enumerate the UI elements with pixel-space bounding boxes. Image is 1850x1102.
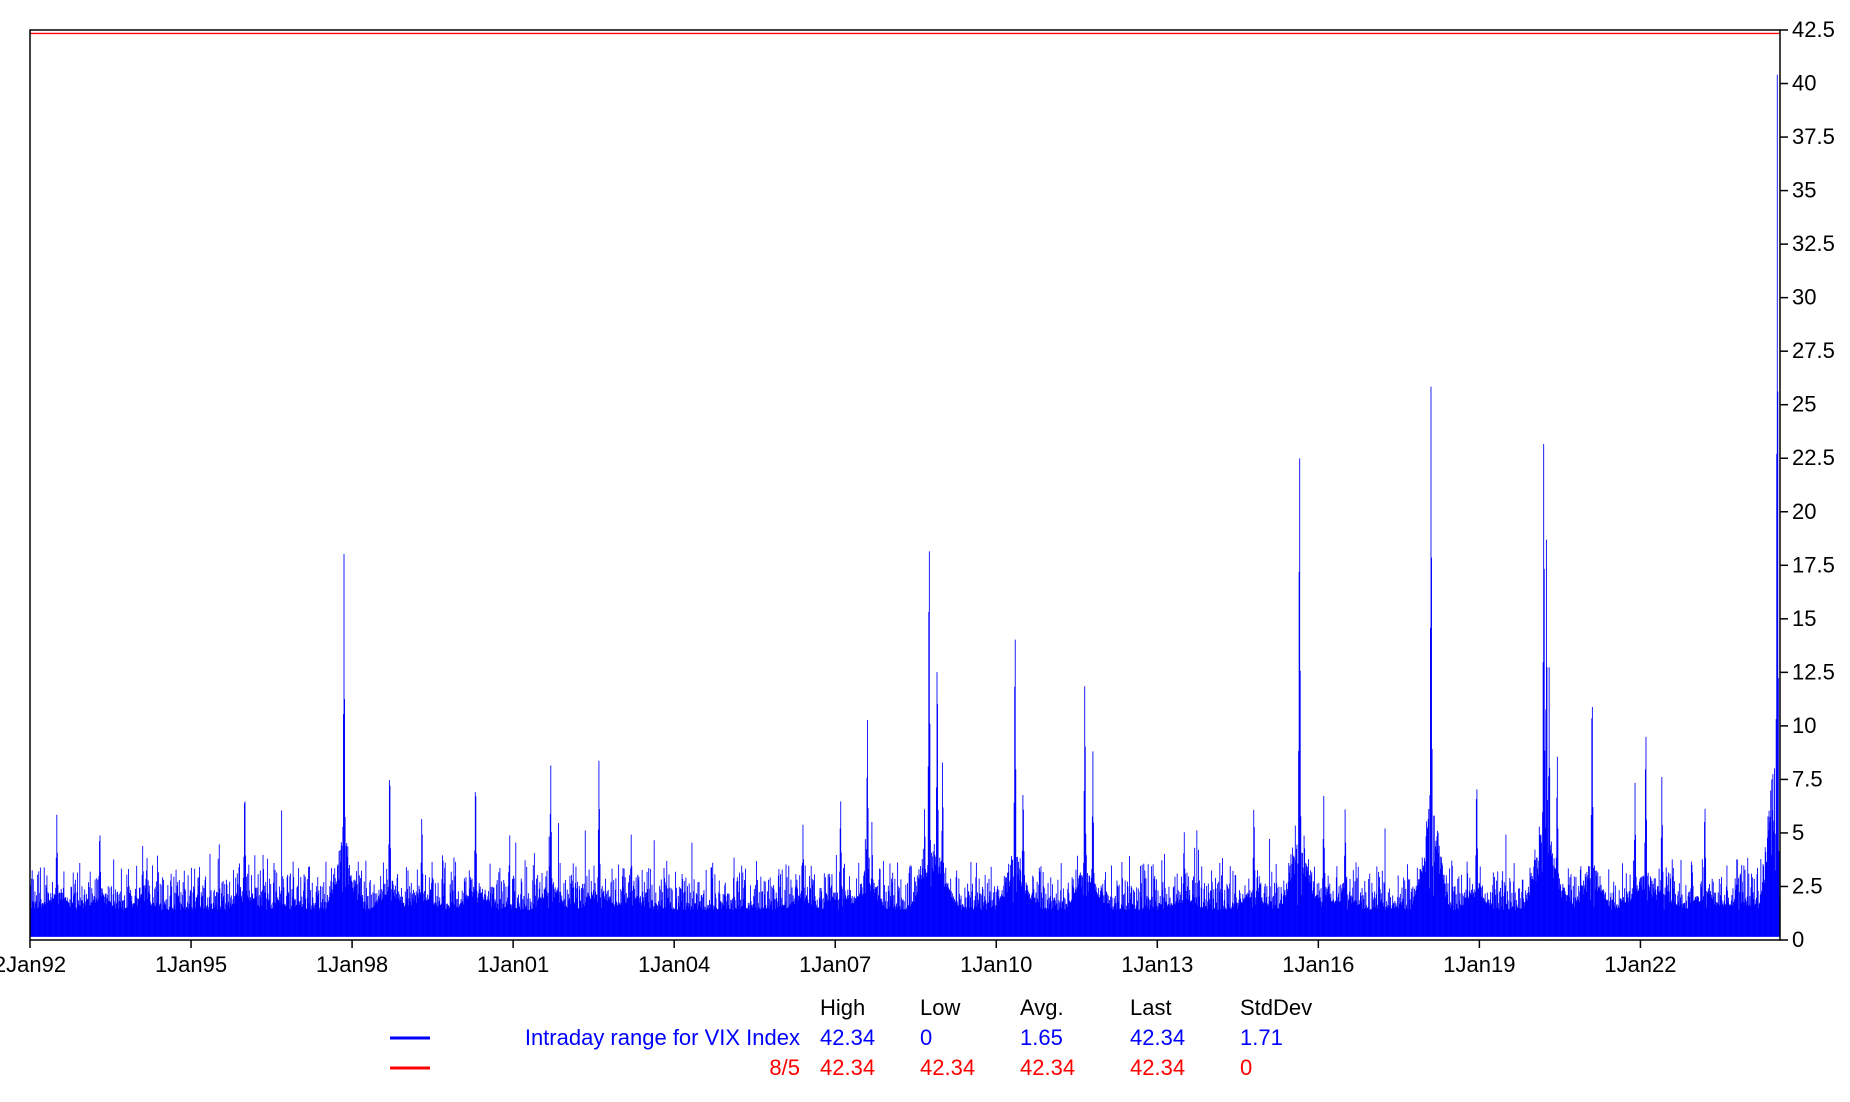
x-tick-label: 1Jan95	[155, 952, 227, 977]
y-tick-label: 20	[1792, 499, 1816, 524]
y-tick-label: 30	[1792, 285, 1816, 310]
legend-value: 0	[1240, 1055, 1252, 1080]
legend-header: Avg.	[1020, 995, 1064, 1020]
y-tick-label: 27.5	[1792, 338, 1835, 363]
legend-value: 42.34	[1130, 1025, 1185, 1050]
y-tick-label: 15	[1792, 606, 1816, 631]
legend-series-label: Intraday range for VIX Index	[525, 1025, 800, 1050]
legend-header: StdDev	[1240, 995, 1312, 1020]
legend-value: 0	[920, 1025, 932, 1050]
y-tick-label: 35	[1792, 178, 1816, 203]
y-tick-label: 5	[1792, 820, 1804, 845]
legend-header: High	[820, 995, 865, 1020]
y-tick-label: 25	[1792, 392, 1816, 417]
x-tick-label: 2Jan92	[0, 952, 66, 977]
legend-value: 42.34	[820, 1055, 875, 1080]
legend-value: 42.34	[1130, 1055, 1185, 1080]
y-tick-label: 17.5	[1792, 552, 1835, 577]
x-tick-label: 1Jan19	[1443, 952, 1515, 977]
legend-value: 42.34	[920, 1055, 975, 1080]
y-tick-label: 10	[1792, 713, 1816, 738]
y-tick-label: 40	[1792, 71, 1816, 96]
legend-header: Low	[920, 995, 960, 1020]
y-tick-label: 7.5	[1792, 766, 1823, 791]
y-tick-label: 32.5	[1792, 231, 1835, 256]
legend-value: 1.71	[1240, 1025, 1283, 1050]
legend-value: 42.34	[1020, 1055, 1075, 1080]
x-tick-label: 1Jan16	[1282, 952, 1354, 977]
y-tick-label: 0	[1792, 927, 1804, 952]
x-tick-label: 1Jan04	[638, 952, 710, 977]
y-tick-label: 12.5	[1792, 659, 1835, 684]
y-tick-label: 2.5	[1792, 873, 1823, 898]
legend-series-label: 8/5	[769, 1055, 800, 1080]
legend-header: Last	[1130, 995, 1172, 1020]
x-tick-label: 1Jan22	[1604, 952, 1676, 977]
x-tick-label: 1Jan07	[799, 952, 871, 977]
chart-container: 0 2.5 5 7.5 10 12.5 15 17.5 20 22.5 25 27.5 30 32.5 35…	[0, 0, 1850, 1102]
x-tick-label: 1Jan10	[960, 952, 1032, 977]
y-tick-label: 22.5	[1792, 445, 1835, 470]
x-tick-label: 1Jan98	[316, 952, 388, 977]
x-tick-label: 1Jan13	[1121, 952, 1193, 977]
legend-value: 42.34	[820, 1025, 875, 1050]
y-tick-label: 37.5	[1792, 124, 1835, 149]
x-tick-label: 1Jan01	[477, 952, 549, 977]
legend-value: 1.65	[1020, 1025, 1063, 1050]
y-tick-label: 42.5	[1792, 17, 1835, 42]
vix-intraday-range-chart: 0 2.5 5 7.5 10 12.5 15 17.5 20 22.5 25 27.5 30 32.5 35…	[0, 0, 1850, 1102]
